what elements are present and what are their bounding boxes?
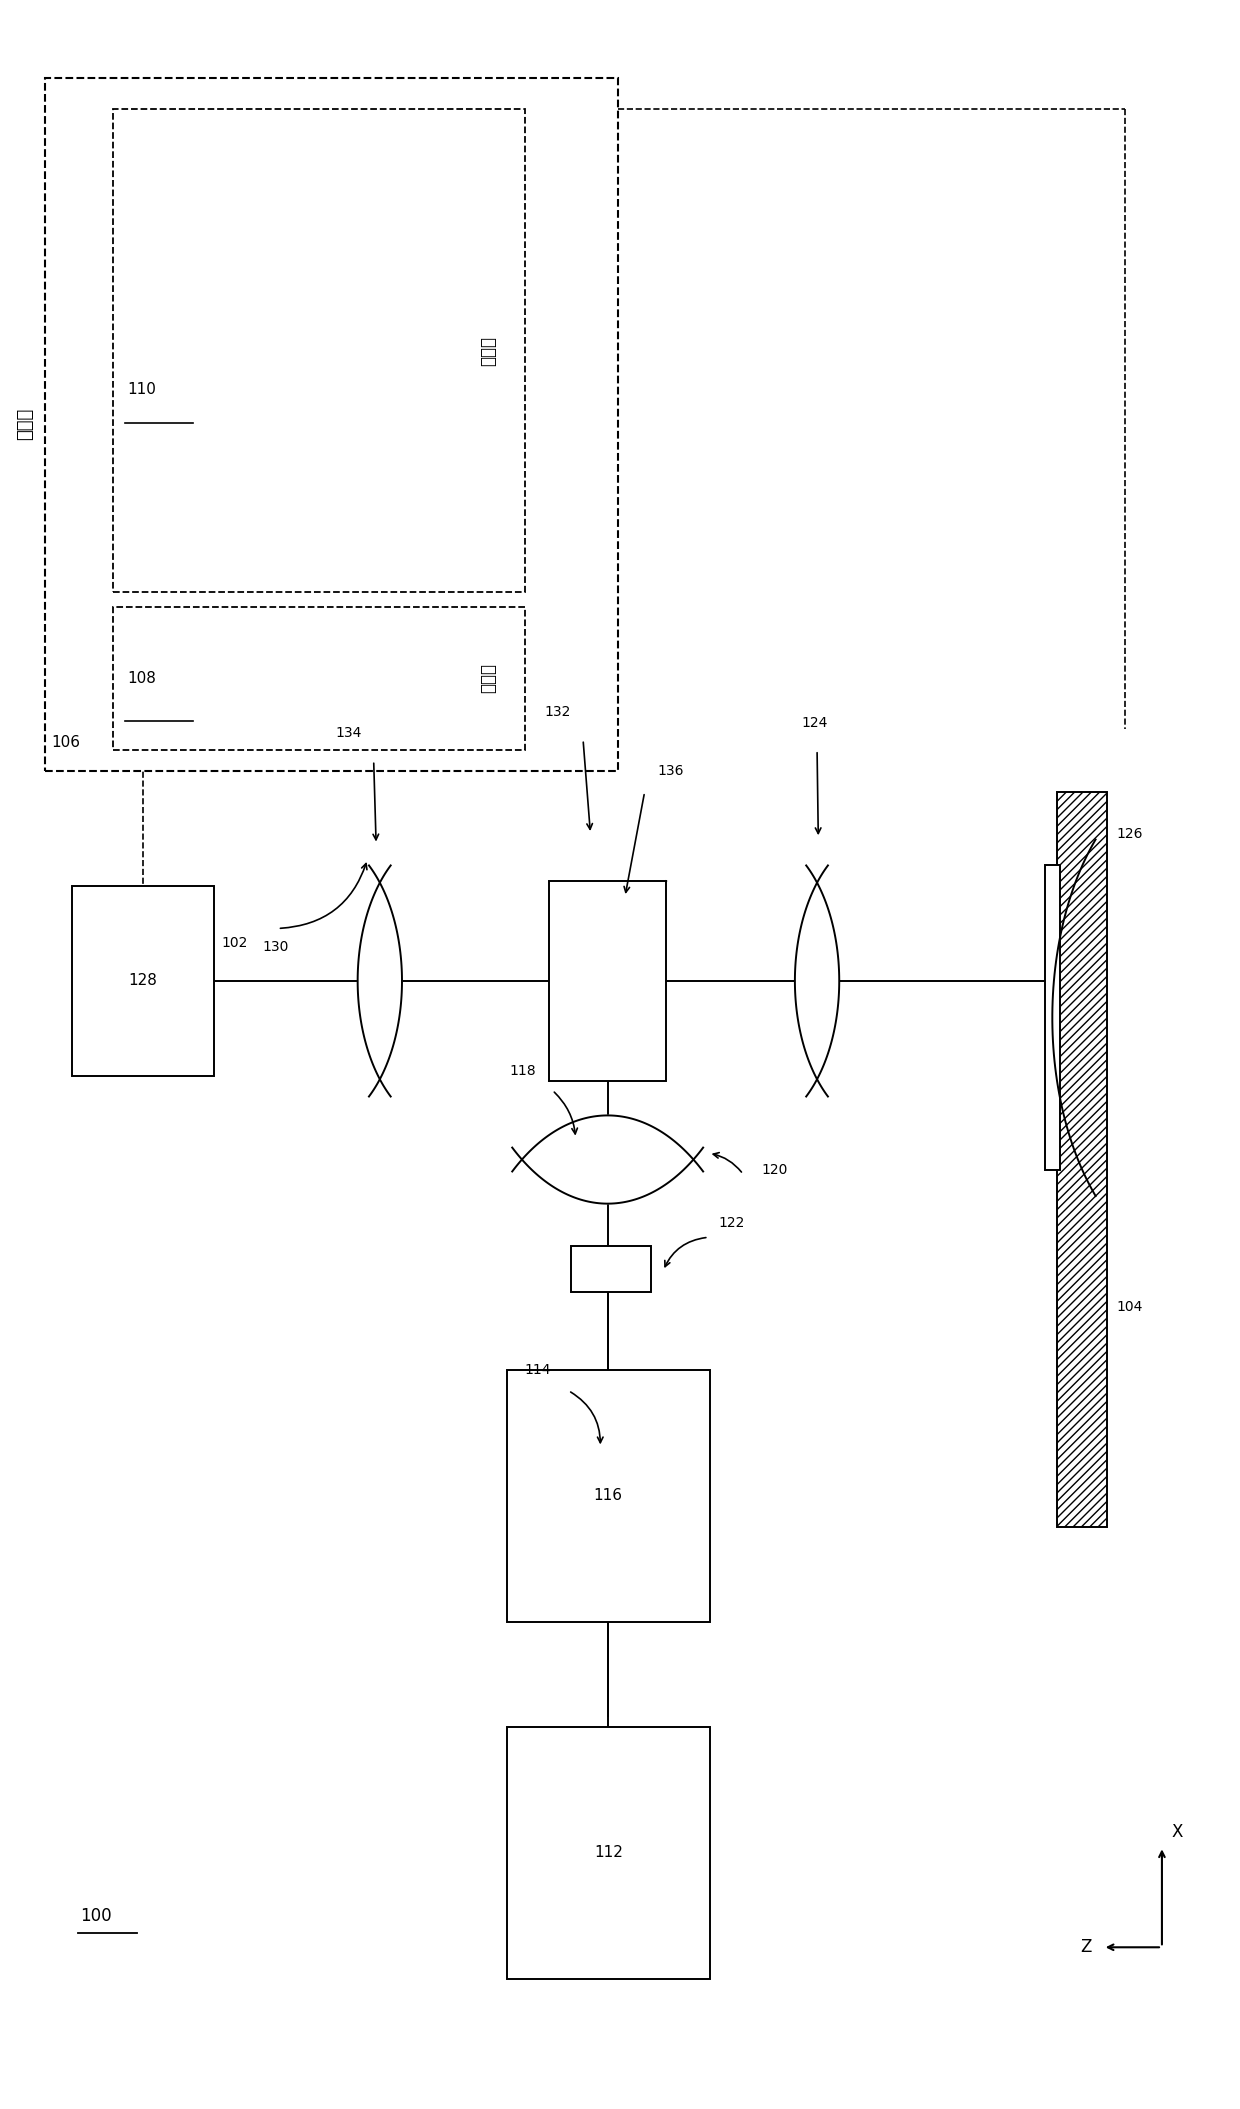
Text: 134: 134 [335, 725, 361, 740]
Text: 116: 116 [594, 1489, 622, 1504]
Bar [113, 110, 526, 593]
Text: 处理器: 处理器 [479, 664, 497, 694]
Text: Z: Z [1080, 1938, 1091, 1957]
Bar [72, 886, 213, 1076]
Polygon shape [512, 1116, 703, 1204]
Text: 104: 104 [1116, 1299, 1143, 1314]
Bar [507, 1727, 711, 1978]
Text: 136: 136 [657, 763, 683, 778]
Bar [570, 1246, 651, 1293]
Text: 128: 128 [128, 974, 157, 989]
Text: 108: 108 [128, 671, 156, 685]
Bar [45, 78, 618, 772]
Text: 106: 106 [51, 734, 79, 751]
Text: 130: 130 [263, 941, 289, 955]
Text: 102: 102 [222, 936, 248, 951]
Text: 124: 124 [801, 715, 828, 730]
Text: 120: 120 [761, 1162, 787, 1177]
Text: 控制器: 控制器 [16, 409, 35, 441]
Text: 112: 112 [594, 1845, 622, 1860]
Text: 110: 110 [128, 382, 156, 396]
Text: 114: 114 [525, 1362, 551, 1377]
Bar [1058, 791, 1106, 1527]
Text: 存储器: 存储器 [479, 335, 497, 365]
Text: 126: 126 [1116, 827, 1143, 841]
Polygon shape [357, 865, 402, 1097]
Text: 122: 122 [718, 1215, 745, 1230]
Bar [113, 607, 526, 751]
Text: 132: 132 [544, 704, 570, 719]
Text: 100: 100 [81, 1907, 112, 1926]
Bar [549, 882, 666, 1080]
Polygon shape [795, 865, 839, 1097]
Text: X: X [1171, 1822, 1183, 1841]
Bar [507, 1369, 711, 1622]
Bar [1045, 865, 1060, 1170]
Text: 118: 118 [510, 1065, 536, 1078]
